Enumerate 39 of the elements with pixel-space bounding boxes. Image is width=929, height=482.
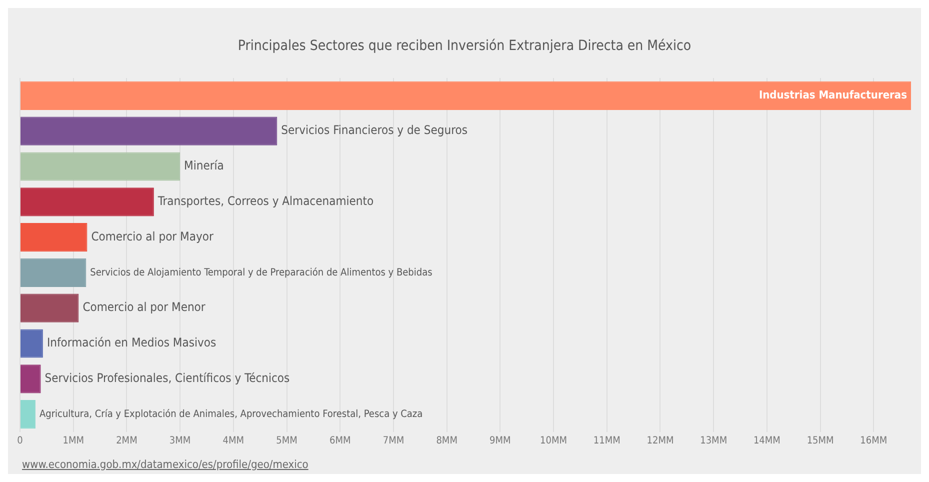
x-tick-label: 14MM <box>753 436 780 447</box>
bar <box>20 329 43 358</box>
y-tick-label: Comercio al por Mayor <box>91 229 214 244</box>
y-tick-label: Comercio al por Menor <box>82 300 206 314</box>
bar <box>20 364 41 394</box>
y-tick-label: Servicios Financieros y de Seguros <box>281 123 468 138</box>
chart-title: Principales Sectores que reciben Inversión Extranjera Directa en México <box>236 37 692 54</box>
y-tick-label: Minería <box>184 158 224 173</box>
x-tick-label: 15MM <box>806 436 834 447</box>
x-tick-label: 7MM <box>382 436 404 447</box>
x-tick-label: 4MM <box>222 436 244 447</box>
x-tick-label: 3MM <box>169 436 191 447</box>
x-tick-label: 8MM <box>436 436 458 447</box>
bar <box>20 258 86 287</box>
y-tick-label: Servicios de Alojamiento Temporal y de Preparación de Alimentos y Bebidas <box>90 267 433 278</box>
x-tick-label: 10MM <box>540 436 568 447</box>
x-tick-label: 6MM <box>329 436 351 447</box>
bar <box>20 81 911 110</box>
x-tick-label: 13MM <box>700 436 728 447</box>
y-tick-label: Agricultura, Cría y Explotación de Animales, Aprovechamiento Forestal, Pesca y Caza <box>39 408 423 420</box>
x-tick-label: 11MM <box>593 436 620 447</box>
x-tick-label: 2MM <box>116 436 138 447</box>
x-tick-label: 16MM <box>860 436 888 447</box>
x-tick-label: 5MM <box>276 436 298 447</box>
text: www.economia.gob.mx/datamexico/es/profile/geo/mexico <box>22 458 308 471</box>
x-tick-label: 9MM <box>490 436 511 447</box>
bar <box>20 294 79 322</box>
bar <box>20 223 88 252</box>
y-tick-label: Transportes, Correos y Almacenamiento <box>156 194 374 208</box>
bar <box>20 116 278 146</box>
y-tick-label: Información en Medios Masivos <box>46 336 216 350</box>
bar <box>20 188 154 216</box>
x-tick-label: 0 <box>17 436 24 447</box>
bar <box>20 400 36 429</box>
x-tick-label: 12MM <box>646 436 674 447</box>
y-tick-label: Servicios Profesionales, Científicos y Técnicos <box>44 371 290 386</box>
x-tick-label: 1MM <box>62 436 84 447</box>
y-tick-label: Industrias Manufactureras <box>758 88 908 102</box>
bar <box>20 152 180 181</box>
